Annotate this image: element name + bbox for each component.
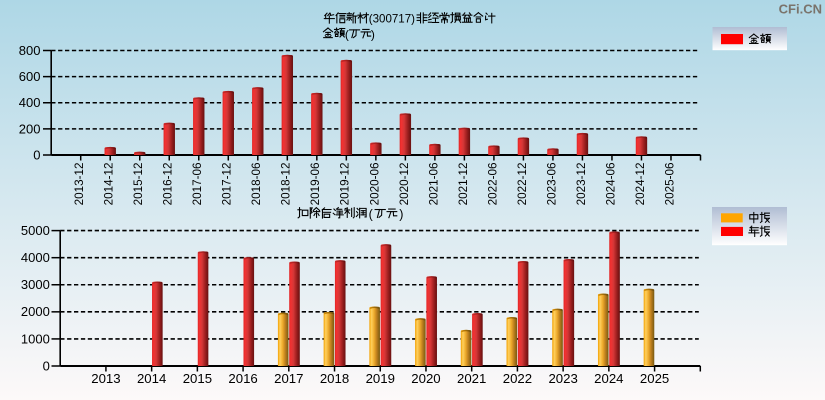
svg-text:2021: 2021 [457, 371, 486, 386]
svg-text:2016-12: 2016-12 [162, 163, 175, 206]
svg-text:2018-12: 2018-12 [280, 163, 293, 206]
svg-text:2020-12: 2020-12 [398, 163, 411, 206]
svg-text:2017-06: 2017-06 [191, 163, 204, 206]
svg-text:2023: 2023 [548, 371, 577, 386]
svg-text:2018-06: 2018-06 [250, 163, 263, 206]
svg-text:2022-06: 2022-06 [486, 163, 499, 206]
svg-text:400: 400 [19, 95, 41, 110]
svg-text:2018: 2018 [320, 371, 349, 386]
svg-text:(: ( [345, 27, 349, 41]
svg-text:200: 200 [19, 121, 41, 136]
svg-text:CFi.CN: CFi.CN [779, 2, 822, 17]
svg-text:2020-06: 2020-06 [368, 163, 381, 206]
svg-text:2024: 2024 [594, 371, 623, 386]
svg-text:2016: 2016 [228, 371, 257, 386]
svg-text:2013: 2013 [91, 371, 120, 386]
svg-text:2021-06: 2021-06 [427, 163, 440, 206]
svg-text:2020: 2020 [411, 371, 440, 386]
svg-text:2014: 2014 [137, 371, 166, 386]
svg-text:3000: 3000 [21, 277, 50, 292]
svg-text:2024-12: 2024-12 [634, 163, 647, 206]
svg-text:2015-12: 2015-12 [132, 163, 145, 206]
svg-text:2025: 2025 [640, 371, 669, 386]
svg-text:2022-12: 2022-12 [516, 163, 529, 206]
svg-text:2013-12: 2013-12 [73, 163, 86, 206]
svg-text:800: 800 [19, 43, 41, 58]
svg-text:5000: 5000 [21, 223, 50, 238]
svg-text:(300717): (300717) [369, 12, 415, 26]
svg-text:2022: 2022 [503, 371, 532, 386]
svg-text:): ) [371, 27, 375, 41]
svg-text:600: 600 [19, 69, 41, 84]
svg-text:2019-06: 2019-06 [309, 163, 322, 206]
svg-text:(: ( [369, 207, 374, 221]
svg-text:): ) [399, 207, 403, 221]
svg-text:0: 0 [33, 147, 40, 162]
svg-text:2014-12: 2014-12 [103, 163, 116, 206]
svg-text:2019: 2019 [366, 371, 395, 386]
svg-text:2024-06: 2024-06 [604, 163, 617, 206]
svg-text:2015: 2015 [183, 371, 212, 386]
svg-text:4000: 4000 [21, 250, 50, 265]
svg-text:2023-12: 2023-12 [575, 163, 588, 206]
svg-text:2017: 2017 [274, 371, 303, 386]
svg-text:2017-12: 2017-12 [221, 163, 234, 206]
svg-text:0: 0 [43, 358, 50, 373]
svg-text:2021-12: 2021-12 [457, 163, 470, 206]
svg-text:2023-06: 2023-06 [545, 163, 558, 206]
svg-text:2025-06: 2025-06 [663, 163, 676, 206]
svg-text:2019-12: 2019-12 [339, 163, 352, 206]
svg-text:1000: 1000 [21, 331, 50, 346]
svg-text:2000: 2000 [21, 304, 50, 319]
